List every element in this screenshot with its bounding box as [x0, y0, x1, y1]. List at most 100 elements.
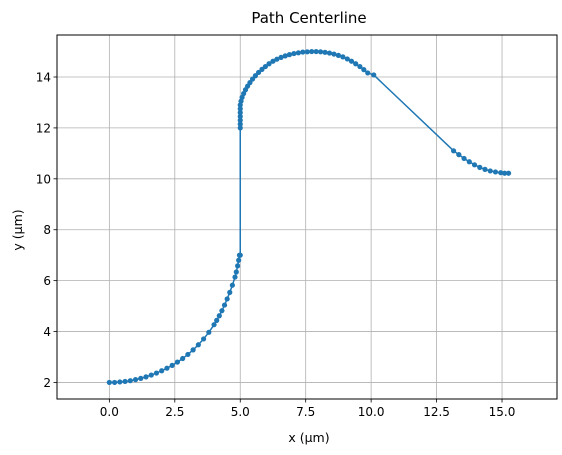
data-point [216, 313, 222, 319]
data-point [174, 359, 181, 365]
data-point [331, 51, 337, 57]
data-point [278, 54, 284, 61]
data-point [153, 370, 160, 376]
y-tick-label: 4 [43, 325, 51, 339]
data-point [322, 49, 328, 55]
data-point [229, 282, 235, 288]
data-point [195, 342, 201, 348]
data-point [365, 70, 371, 76]
y-tick-label: 12 [36, 121, 51, 135]
data-point [274, 56, 280, 62]
data-point [232, 274, 238, 280]
data-point [227, 289, 233, 295]
y-tick-label: 14 [36, 71, 51, 85]
data-point [255, 69, 262, 76]
data-point [252, 73, 259, 79]
data-point [237, 117, 243, 123]
data-point [344, 56, 350, 62]
data-point [471, 162, 478, 168]
data-point [180, 355, 186, 362]
chart-title: Path Centerline [251, 9, 366, 27]
data-point [237, 110, 243, 116]
data-point [235, 263, 241, 269]
data-point [221, 302, 228, 308]
x-tick-label: 0.0 [100, 405, 119, 419]
data-point [206, 329, 212, 335]
data-point [353, 61, 359, 67]
data-point [456, 152, 462, 158]
data-point [340, 54, 346, 60]
y-tick-label: 6 [43, 274, 51, 288]
data-point [286, 52, 293, 58]
x-axis-label: x (µm) [288, 430, 329, 445]
y-tick-label: 8 [43, 223, 51, 237]
data-point [309, 48, 315, 55]
plot-frame [56, 34, 558, 400]
data-point [138, 375, 144, 381]
x-tick-label: 7.5 [296, 405, 315, 419]
x-tick-label: 10.0 [358, 405, 385, 419]
data-point [164, 365, 170, 371]
x-axis-ticks: 0.0 2.5 5.0 7.5 10.0 12.5 15.0 [100, 399, 515, 419]
data-point [224, 296, 230, 302]
data-point [326, 50, 333, 56]
data-point [487, 168, 493, 174]
data-point [335, 52, 342, 58]
data-point [111, 379, 118, 386]
data-point [361, 67, 367, 73]
data-point [219, 308, 225, 314]
data-point [492, 169, 499, 175]
x-tick-label: 12.5 [423, 405, 450, 419]
grid [57, 35, 557, 399]
data-point [169, 362, 175, 368]
data-point [357, 63, 363, 70]
data-point [270, 58, 276, 64]
data-point [159, 368, 165, 374]
data-point [477, 164, 483, 170]
data-point [461, 155, 467, 162]
y-axis-label: y (µm) [10, 209, 25, 250]
data-point [127, 378, 133, 384]
data-point [300, 49, 306, 55]
data-point [295, 50, 301, 56]
data-point [318, 49, 324, 55]
x-tick-label: 5.0 [231, 405, 250, 419]
data-point [237, 121, 243, 127]
data-point [233, 269, 239, 275]
data-point [237, 113, 243, 120]
data-point [451, 148, 457, 154]
data-point [498, 170, 504, 176]
data-point [190, 347, 196, 353]
x-tick-label: 2.5 [165, 405, 184, 419]
data-point [236, 257, 242, 263]
data-point [237, 106, 243, 112]
y-tick-label: 10 [36, 172, 51, 186]
data-point [313, 48, 319, 55]
y-tick-label: 2 [43, 376, 51, 390]
data-point [132, 377, 139, 383]
data-point [348, 58, 355, 64]
y-axis-ticks: 2 4 6 8 10 12 14 [36, 71, 57, 390]
data-point [502, 170, 508, 176]
data-point [237, 252, 243, 258]
data-point [117, 379, 123, 385]
series-layer [106, 48, 512, 386]
data-point [291, 50, 297, 57]
data-point [466, 159, 472, 165]
data-point [247, 80, 253, 86]
data-point [482, 166, 488, 172]
data-point [148, 372, 154, 378]
data-point [266, 61, 272, 67]
data-point [505, 170, 512, 176]
data-point [211, 322, 217, 328]
data-point [237, 125, 243, 131]
data-point [106, 379, 112, 386]
data-point [282, 53, 288, 59]
data-point [201, 336, 207, 342]
data-point [214, 317, 220, 323]
data-point [262, 63, 268, 70]
data-point [185, 351, 191, 358]
data-point [371, 72, 377, 78]
